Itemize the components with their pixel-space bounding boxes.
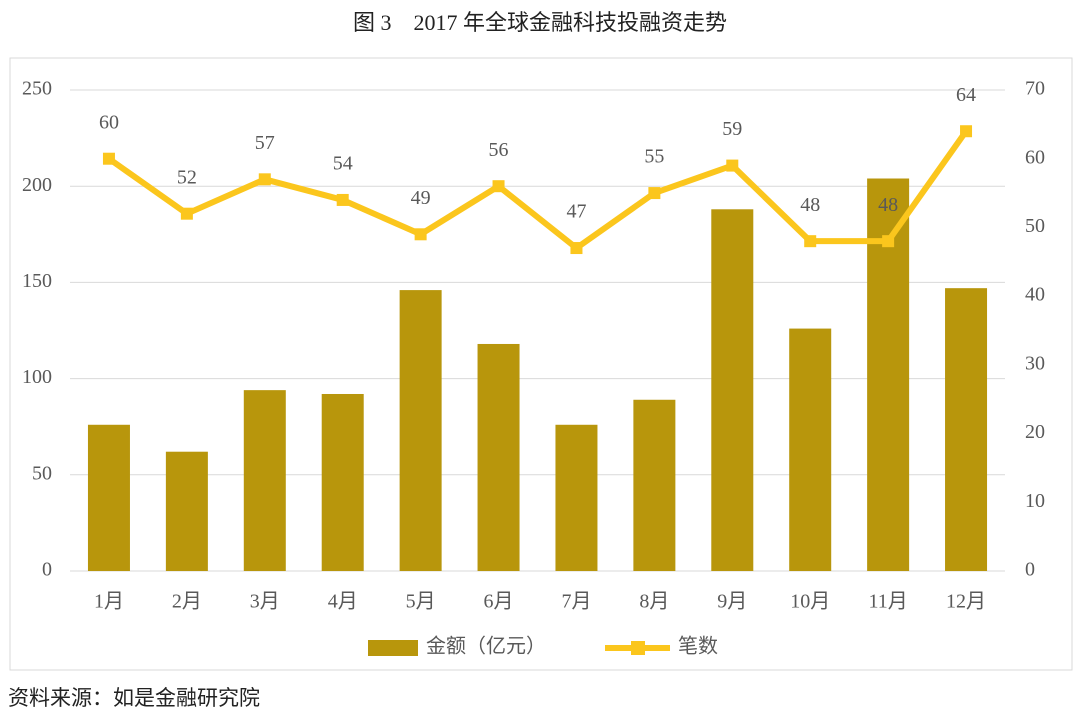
bar <box>633 399 676 571</box>
data-label: 64 <box>956 84 976 106</box>
bar <box>477 343 520 571</box>
y2-tick-label: 0 <box>1025 559 1035 581</box>
x-tick-label: 9月 <box>717 591 747 613</box>
line-marker <box>180 207 193 220</box>
y-tick-label: 100 <box>22 366 52 388</box>
bar <box>321 393 364 571</box>
y2-tick-label: 20 <box>1025 421 1045 443</box>
x-tick-label: 12月 <box>946 591 986 613</box>
line-marker <box>492 180 505 193</box>
data-label: 57 <box>255 132 275 154</box>
line <box>107 129 969 252</box>
y2-tick-label: 40 <box>1025 284 1045 306</box>
chart-frame <box>9 57 1073 671</box>
legend-swatch <box>631 641 645 655</box>
y-tick-label: 200 <box>22 174 52 196</box>
line-marker <box>726 159 739 172</box>
data-label: 47 <box>566 201 586 223</box>
bar <box>711 209 754 571</box>
data-label: 60 <box>99 111 119 133</box>
y2-tick-label: 60 <box>1025 146 1045 168</box>
bar <box>789 328 832 571</box>
source-note: 资料来源：如是金融研究院 <box>8 686 260 710</box>
y2-tick-label: 70 <box>1025 78 1045 100</box>
bar <box>399 290 442 571</box>
x-tick-label: 10月 <box>790 591 830 613</box>
line-marker <box>414 228 427 241</box>
x-tick-label: 1月 <box>94 591 124 613</box>
y-tick-label: 250 <box>22 78 52 100</box>
line-marker <box>882 235 895 248</box>
y-tick-label: 150 <box>22 270 52 292</box>
data-label: 55 <box>644 146 664 168</box>
legend-label: 金额（亿元） <box>426 635 546 658</box>
x-tick-label: 4月 <box>328 591 358 613</box>
chart-title: 图 3 2017 年全球金融科技投融资走势 <box>353 10 727 35</box>
y-tick-label: 50 <box>32 462 52 484</box>
line-marker <box>336 193 349 206</box>
bar <box>555 424 598 571</box>
data-label: 59 <box>722 118 742 140</box>
bar <box>243 390 286 571</box>
x-tick-label: 6月 <box>484 591 514 613</box>
x-tick-label: 7月 <box>561 591 591 613</box>
y2-tick-label: 10 <box>1025 490 1045 512</box>
y-tick-label: 0 <box>42 559 52 581</box>
data-label: 54 <box>333 153 353 175</box>
bar <box>87 424 130 571</box>
line-marker <box>258 173 271 186</box>
x-tick-label: 8月 <box>639 591 669 613</box>
legend-label: 笔数 <box>678 635 718 658</box>
line-marker <box>648 187 661 200</box>
data-label: 52 <box>177 166 197 188</box>
data-label: 49 <box>411 187 431 209</box>
x-tick-label: 3月 <box>250 591 280 613</box>
x-tick-label: 11月 <box>868 591 907 613</box>
line-marker <box>570 242 583 255</box>
line-marker <box>960 125 973 138</box>
data-label: 48 <box>878 194 898 216</box>
legend-swatch <box>368 640 418 656</box>
data-label: 48 <box>800 194 820 216</box>
bar <box>165 451 208 571</box>
x-tick-label: 2月 <box>172 591 202 613</box>
y2-tick-label: 50 <box>1025 215 1045 237</box>
line-marker <box>102 152 115 165</box>
y2-tick-label: 30 <box>1025 352 1045 374</box>
bar <box>945 288 988 571</box>
line-marker <box>804 235 817 248</box>
x-tick-label: 5月 <box>406 591 436 613</box>
data-label: 56 <box>489 139 509 161</box>
